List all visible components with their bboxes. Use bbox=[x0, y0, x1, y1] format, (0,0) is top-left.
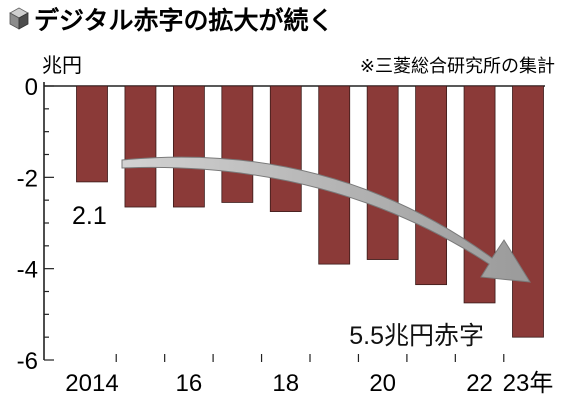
bar-2023 bbox=[512, 85, 544, 338]
y-tick-label: -2 bbox=[17, 165, 38, 192]
x-ticks: 2014 16 18 20 22 23年 bbox=[65, 354, 553, 397]
annotation-start-value: 2.1 bbox=[72, 202, 107, 230]
cube-icon bbox=[9, 7, 29, 30]
x-tick-label: 22 bbox=[466, 370, 493, 397]
chart-title-group: デジタル赤字の拡大が続く bbox=[9, 6, 334, 35]
x-tick-label: 20 bbox=[369, 370, 396, 397]
chart-title: デジタル赤字の拡大が続く bbox=[34, 6, 334, 35]
bar-2017 bbox=[221, 85, 254, 203]
bar-2014 bbox=[76, 85, 108, 183]
bar-2021 bbox=[415, 85, 448, 286]
annotation-end-value: 5.5兆円赤字 bbox=[349, 322, 484, 350]
y-ticks: 0 -2 -4 -6 bbox=[17, 74, 54, 375]
y-axis-unit-label: 兆円 bbox=[42, 53, 82, 77]
annotations: 2.1 5.5兆円赤字 bbox=[72, 202, 484, 350]
source-note: ※三菱総合研究所の集計 bbox=[360, 56, 555, 77]
bar-2020 bbox=[366, 85, 399, 260]
bars bbox=[76, 85, 544, 338]
x-tick-label: 18 bbox=[272, 370, 299, 397]
bar-2015 bbox=[124, 85, 157, 208]
y-tick-label: -4 bbox=[17, 257, 38, 284]
bar-2022 bbox=[463, 85, 496, 304]
trend-arrow bbox=[121, 156, 531, 283]
x-tick-label: 23年 bbox=[503, 370, 554, 397]
y-tick-label: -6 bbox=[17, 348, 38, 375]
x-tick-label: 2014 bbox=[65, 370, 118, 397]
x-tick-label: 16 bbox=[176, 370, 203, 397]
bar-2019 bbox=[318, 85, 351, 265]
bar-2018 bbox=[269, 85, 302, 212]
bar-2016 bbox=[172, 85, 205, 208]
y-tick-label: 0 bbox=[25, 74, 38, 101]
